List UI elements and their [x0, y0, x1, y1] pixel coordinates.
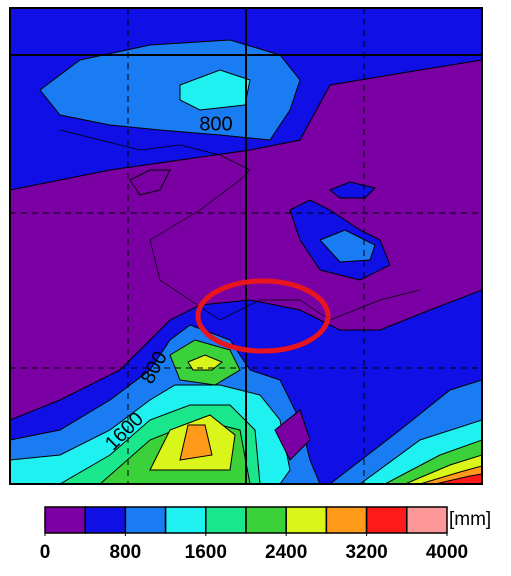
tick-label: 0 [40, 542, 51, 563]
colorbar-box [245, 506, 287, 534]
colorbar-box [124, 506, 167, 534]
colorbar: 0 800 1600 2400 3200 4000 [40, 506, 468, 563]
colorbar-box [84, 506, 127, 534]
colorbar-box [406, 506, 448, 534]
colorbar-box [285, 506, 328, 534]
tick-label: 3200 [345, 542, 387, 563]
colorbar-box [365, 506, 408, 534]
tick-label: 2400 [265, 542, 307, 563]
colorbar-box [164, 506, 207, 534]
colorbar-box [205, 506, 247, 534]
tick-label: 800 [110, 542, 142, 563]
tick-label: 4000 [426, 542, 468, 563]
colorbar-box [44, 506, 86, 534]
tick-label: 1600 [185, 542, 227, 563]
colorbar-box [325, 506, 368, 534]
graticule [9, 7, 483, 485]
contour-label: 800 [199, 113, 232, 135]
highlight-ellipse [195, 278, 331, 354]
unit-label: [mm] [449, 509, 491, 530]
